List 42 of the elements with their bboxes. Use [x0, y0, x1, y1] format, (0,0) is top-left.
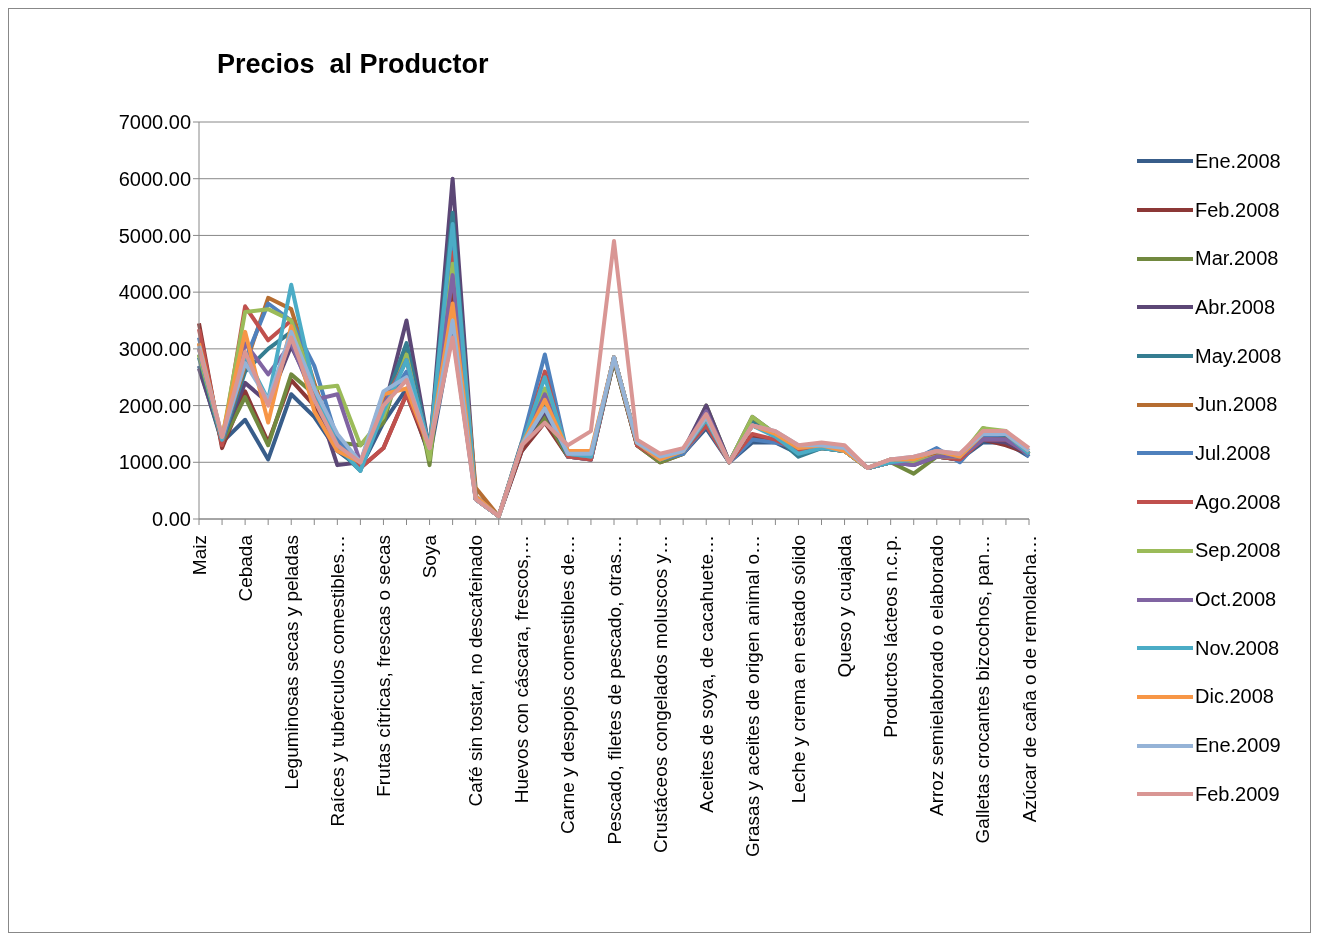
legend-label: Dic.2008 [1195, 685, 1274, 709]
x-tick-label: Cebada [234, 534, 256, 602]
chart-title: Precios al Productor [217, 49, 489, 80]
y-tick-label: 2000.00 [118, 394, 191, 417]
x-tick-label: Maiz [188, 535, 210, 576]
legend-label: Oct.2008 [1195, 588, 1277, 612]
y-tick-label: 3000.00 [118, 337, 191, 360]
legend-label: Nov.2008 [1195, 636, 1280, 660]
x-tick-label: Arroz semielaborado o elaborado [926, 535, 948, 816]
y-tick-label: 0.00 [152, 508, 191, 531]
x-tick-label: Huevos con cáscara, frescos,… [511, 535, 533, 804]
legend-label: Feb.2008 [1195, 198, 1280, 222]
legend-label: Abr.2008 [1195, 295, 1276, 319]
x-tick-label: Soya [419, 534, 441, 579]
y-tick-label: 7000.00 [118, 111, 191, 134]
legend-label: Ene.2009 [1195, 734, 1281, 758]
legend-label: Jun.2008 [1195, 393, 1278, 417]
y-tick-label: 6000.00 [118, 167, 191, 190]
legend-label: Ene.2008 [1195, 149, 1281, 173]
x-tick-label: Aceites de soya, de cacahuete… [695, 535, 717, 813]
legend-label: Jul.2008 [1195, 441, 1271, 465]
x-tick-label: Crustáceos congelados moluscos y… [649, 535, 671, 853]
x-tick-label: Queso y cuajada [834, 534, 856, 678]
legend-label: Sep.2008 [1195, 539, 1281, 563]
y-tick-label: 5000.00 [118, 224, 191, 247]
x-tick-label: Carne y despojos comestibles de… [557, 535, 579, 834]
x-tick-label: Leche y crema en estado sólido [787, 535, 809, 804]
x-tick-label: Frutas cítricas, frescas o secas [372, 535, 394, 797]
x-tick-label: Galletas crocantes bizcochos, pan… [972, 535, 994, 844]
legend-label: May.2008 [1195, 344, 1282, 368]
x-tick-label: Raíces y tubérculos comestibles… [326, 535, 348, 827]
legend-label: Feb.2009 [1195, 782, 1280, 806]
x-tick-label: Azúcar de caña o de remolacha… [1018, 535, 1040, 823]
y-tick-label: 4000.00 [118, 281, 191, 304]
x-tick-label: Café sin tostar, no descafeinado [465, 535, 487, 807]
y-tick-label: 1000.00 [118, 451, 191, 474]
x-tick-label: Grasas y aceites de origen animal o… [741, 535, 763, 858]
legend-label: Mar.2008 [1195, 247, 1279, 271]
x-tick-label: Leguminosas secas y peladas [280, 535, 302, 790]
x-tick-label: Productos lácteos n.c.p. [880, 535, 902, 738]
x-tick-label: Pescado, filetes de pescado, otras… [603, 535, 625, 845]
legend-label: Ago.2008 [1195, 490, 1281, 514]
